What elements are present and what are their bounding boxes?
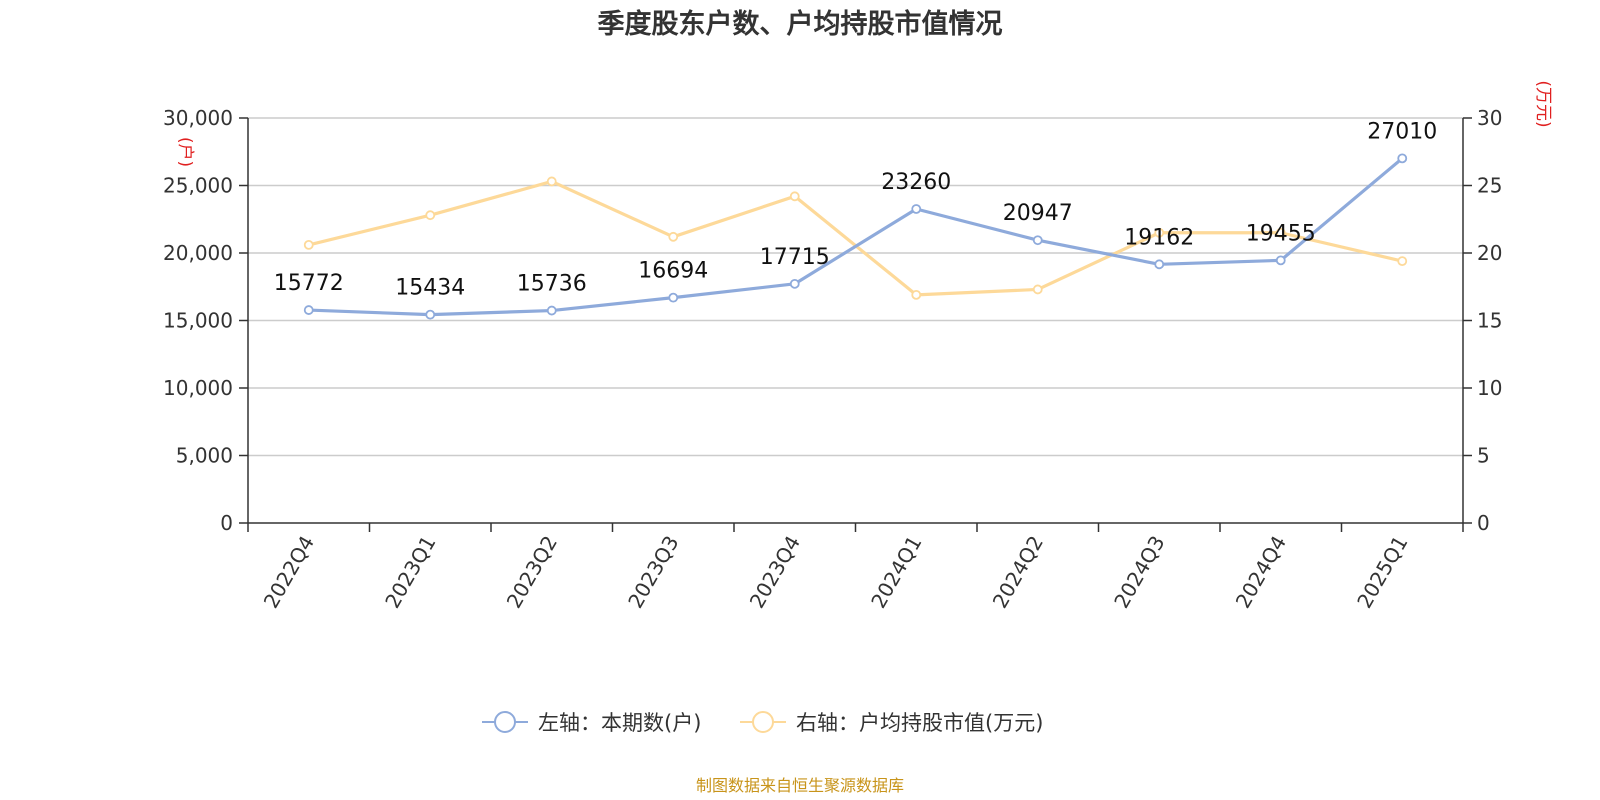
x-axis-tick-label: 2025Q1 (1352, 532, 1412, 613)
series-point-1 (1032, 284, 1043, 295)
right-axis-tick-label: 30 (1477, 106, 1502, 130)
series-point-0 (789, 278, 800, 289)
left-axis-tick-label: 30,000 (163, 106, 233, 130)
x-axis-tick-label: 2023Q2 (502, 532, 562, 613)
x-axis-tick-label: 2023Q1 (380, 532, 440, 613)
legend-label: 左轴：本期数(户) (538, 711, 701, 735)
series-point-1 (425, 210, 436, 221)
data-label: 27010 (1367, 119, 1437, 144)
left-axis-tick-label: 10,000 (163, 376, 233, 400)
series-point-0 (425, 309, 436, 320)
legend-label: 右轴：户均持股市值(万元) (796, 711, 1043, 735)
x-axis-tick-label: 2022Q4 (259, 532, 319, 613)
series-point-1 (303, 239, 314, 250)
right-axis-tick-label: 25 (1477, 174, 1502, 198)
left-axis-tick-label: 20,000 (163, 241, 233, 265)
left-axis-tick-label: 25,000 (163, 174, 233, 198)
right-axis-tick-label: 10 (1477, 376, 1502, 400)
series-line-0 (308, 157, 1404, 317)
series-point-0 (668, 292, 679, 303)
left-axis-tick-label: 0 (220, 511, 233, 535)
right-axis-unit: (万元) (1533, 80, 1553, 127)
series-point-0 (1032, 235, 1043, 246)
right-axis-tick-label: 20 (1477, 241, 1502, 265)
legend-item[interactable]: 左轴：本期数(户) (482, 711, 701, 735)
grid (248, 117, 1463, 457)
series-point-0 (303, 305, 314, 315)
right-axis-tick-label: 5 (1477, 444, 1490, 468)
legend-item[interactable]: 右轴：户均持股市值(万元) (740, 711, 1043, 735)
series-point-1 (911, 289, 922, 300)
left-axis-unit: (户) (175, 137, 195, 167)
series-point-1 (546, 176, 557, 187)
series-line-1 (308, 179, 1403, 297)
series-point-1 (1275, 227, 1286, 238)
data-label: 16694 (638, 259, 708, 284)
legend-marker-icon (494, 711, 516, 733)
series-point-1 (1397, 256, 1408, 267)
x-axis-tick-label: 2024Q4 (1231, 532, 1291, 613)
data-label: 15772 (274, 271, 344, 296)
data-label: 23260 (881, 170, 951, 195)
series (303, 153, 1408, 320)
series-point-1 (1154, 227, 1165, 238)
data-label: 15434 (395, 276, 465, 301)
legend-marker-icon (752, 711, 774, 733)
left-axis-tick-label: 5,000 (176, 444, 233, 468)
data-label: 19162 (1124, 225, 1194, 250)
series-point-0 (911, 204, 922, 214)
chart-title: 季度股东户数、户均持股市值情况 (598, 8, 1003, 40)
data-label: 19455 (1246, 221, 1316, 246)
source-note: 制图数据来自恒生聚源数据库 (696, 776, 904, 795)
axes: (户) (万元) 0 5,000 10,000 15,000 20,000 25,000 3… (163, 80, 1553, 612)
series-point-1 (789, 191, 800, 202)
right-axis-tick-label: 0 (1477, 511, 1490, 535)
x-axis-tick-label: 2023Q3 (623, 532, 683, 613)
left-axis-tick-label: 15,000 (163, 309, 233, 333)
series-point-1 (668, 231, 679, 242)
right-axis-tick-label: 15 (1477, 309, 1502, 333)
series-point-0 (546, 305, 557, 316)
x-axis-tick-label: 2023Q4 (745, 532, 805, 613)
legend[interactable]: 左轴：本期数(户) 右轴：户均持股市值(万元) (482, 711, 1043, 735)
data-labels: 15772 15434 15736 16694 17715 23260 20947 19162… (274, 119, 1438, 300)
data-label: 15736 (517, 272, 587, 297)
series-point-0 (1397, 153, 1408, 164)
data-label: 17715 (760, 245, 830, 270)
x-axis-tick-label: 2024Q2 (988, 532, 1048, 613)
x-axis-tick-label: 2024Q3 (1109, 532, 1169, 613)
series-point-0 (1154, 259, 1165, 270)
series-point-0 (1275, 255, 1286, 266)
data-label: 20947 (1003, 201, 1073, 226)
x-axis-tick-label: 2024Q1 (866, 532, 926, 613)
